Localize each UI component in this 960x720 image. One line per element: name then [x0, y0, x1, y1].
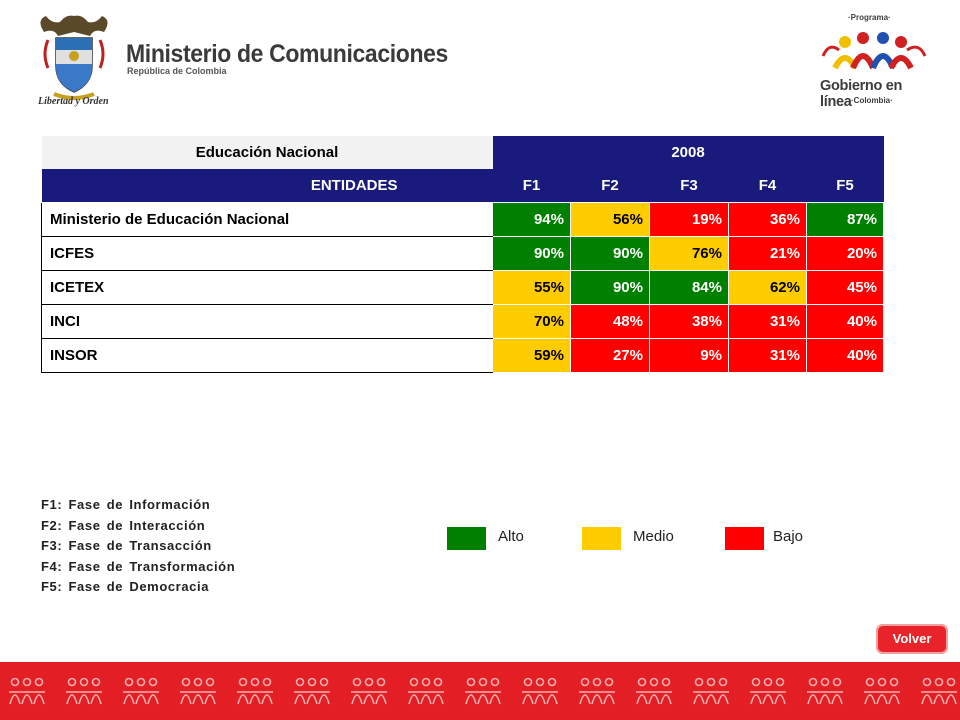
table-row: ICETEX 55% 90% 84% 62% 45%	[41, 270, 884, 305]
column-header-f3: F3	[649, 169, 729, 203]
table-row: Ministerio de Educación Nacional 94% 56% 19…	[41, 202, 884, 237]
score-cell-f4: 36%	[728, 202, 807, 237]
column-header-f1: F1	[492, 169, 571, 203]
score-cell-f3: 38%	[649, 304, 729, 339]
score-cell-f4: 21%	[728, 236, 807, 271]
score-cell-f1: 59%	[492, 338, 571, 373]
score-cell-f5: 45%	[806, 270, 884, 305]
volver-button[interactable]: Volver	[876, 624, 948, 654]
score-cell-f3: 76%	[649, 236, 729, 271]
legend-label-medio: Medio	[633, 528, 674, 545]
score-cell-f1: 94%	[492, 202, 571, 237]
score-cell-f2: 48%	[570, 304, 650, 339]
legend-swatch-bajo	[725, 527, 764, 550]
ministry-title: Ministerio de Comunicaciones	[126, 40, 448, 68]
legend-label-bajo: Bajo	[773, 528, 804, 545]
coat-of-arms-logo	[40, 15, 108, 100]
ministry-subtitle: República de Colombia	[127, 66, 227, 76]
year-header: 2008	[492, 136, 884, 169]
score-cell-f2: 90%	[570, 236, 650, 271]
program-country: ·Colombia·	[851, 96, 893, 105]
score-cell-f4: 62%	[728, 270, 807, 305]
entity-name: ICETEX	[41, 270, 493, 305]
phase-definition: F5: Fase de Democracia	[41, 579, 210, 594]
table-row: INSOR 59% 27% 9% 31% 40%	[41, 338, 884, 373]
entity-name: ICFES	[41, 236, 493, 271]
motto-text: Libertad y Orden	[38, 96, 109, 107]
score-cell-f1: 90%	[492, 236, 571, 271]
score-cell-f5: 20%	[806, 236, 884, 271]
gobierno-en-linea-logo	[821, 32, 927, 70]
score-cell-f2: 90%	[570, 270, 650, 305]
column-header-f4: F4	[728, 169, 807, 203]
legend-swatch-alto	[447, 527, 486, 550]
score-cell-f3: 9%	[649, 338, 729, 373]
program-label: ·Programa·	[848, 13, 891, 22]
score-cell-f3: 19%	[649, 202, 729, 237]
score-cell-f2: 27%	[570, 338, 650, 373]
footer-strip	[0, 662, 960, 720]
column-header-entidades: ENTIDADES	[41, 169, 493, 203]
phase-definition: F4: Fase de Transformación	[41, 558, 236, 574]
score-cell-f4: 31%	[728, 338, 807, 373]
score-cell-f5: 87%	[806, 202, 884, 237]
table-row: ICFES 90% 90% 76% 21% 20%	[41, 236, 884, 271]
phase-definition: F3: Fase de Transacción	[41, 538, 212, 553]
scorecard-table: Educación Nacional 2008 ENTIDADES F1 F2 F3 F4 F…	[41, 136, 884, 373]
score-cell-f4: 31%	[728, 304, 807, 339]
score-cell-f1: 55%	[492, 270, 571, 305]
entity-group-header: Educación Nacional	[41, 136, 493, 169]
legend-swatch-medio	[582, 527, 621, 550]
program-name: Gobierno en línea	[820, 78, 903, 110]
column-header-f2: F2	[570, 169, 650, 203]
table-row: INCI 70% 48% 38% 31% 40%	[41, 304, 884, 339]
column-header-f5: F5	[806, 169, 884, 203]
legend-label-alto: Alto	[498, 528, 524, 545]
score-cell-f3: 84%	[649, 270, 729, 305]
score-cell-f5: 40%	[806, 304, 884, 339]
score-cell-f2: 56%	[570, 202, 650, 237]
score-cell-f5: 40%	[806, 338, 884, 373]
phase-definition: F1: Fase de Información	[41, 497, 211, 512]
phase-definition: F2: Fase de Interacción	[41, 517, 206, 533]
entity-name: Ministerio de Educación Nacional	[41, 202, 493, 237]
people-pattern-icon	[9, 677, 957, 705]
score-cell-f1: 70%	[492, 304, 571, 339]
entity-name: INCI	[41, 304, 493, 339]
phase-legend: F1: Fase de Información F2: Fase de Inter…	[41, 495, 235, 598]
entity-name: INSOR	[41, 338, 493, 373]
